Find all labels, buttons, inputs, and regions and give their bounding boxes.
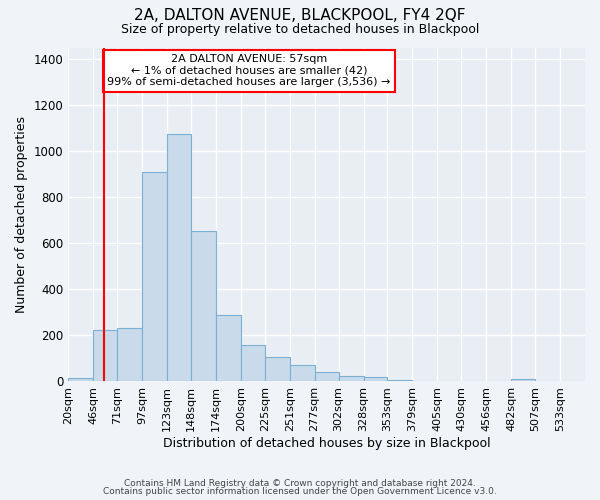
Bar [290, 366, 314, 382]
X-axis label: Distribution of detached houses by size in Blackpool: Distribution of detached houses by size … [163, 437, 490, 450]
Text: Contains public sector information licensed under the Open Government Licence v3: Contains public sector information licen… [103, 487, 497, 496]
Bar [142, 172, 167, 382]
Bar [216, 314, 241, 382]
Bar [241, 344, 265, 382]
Bar [511, 379, 535, 382]
Bar [364, 378, 388, 382]
Bar [191, 230, 216, 382]
Text: Contains HM Land Registry data © Crown copyright and database right 2024.: Contains HM Land Registry data © Crown c… [124, 478, 476, 488]
Bar [167, 134, 191, 382]
Bar [265, 358, 290, 382]
Bar [314, 372, 338, 382]
Text: 2A DALTON AVENUE: 57sqm
← 1% of detached houses are smaller (42)
99% of semi-det: 2A DALTON AVENUE: 57sqm ← 1% of detached… [107, 54, 391, 88]
Bar [338, 376, 364, 382]
Text: Size of property relative to detached houses in Blackpool: Size of property relative to detached ho… [121, 22, 479, 36]
Bar [68, 378, 93, 382]
Text: 2A, DALTON AVENUE, BLACKPOOL, FY4 2QF: 2A, DALTON AVENUE, BLACKPOOL, FY4 2QF [134, 8, 466, 22]
Y-axis label: Number of detached properties: Number of detached properties [15, 116, 28, 313]
Bar [93, 330, 117, 382]
Bar [388, 380, 412, 382]
Bar [117, 328, 142, 382]
